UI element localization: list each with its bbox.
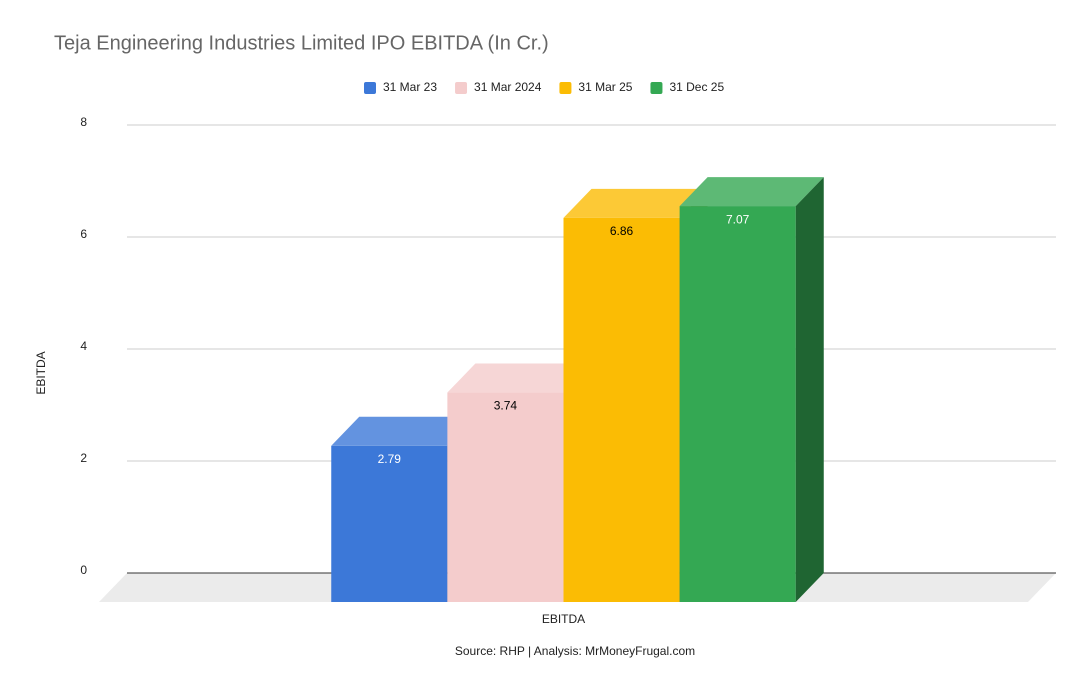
data-label: 6.86 xyxy=(610,224,634,238)
x-tick-label: EBITDA xyxy=(542,612,585,626)
legend-label: 31 Mar 25 xyxy=(578,80,632,94)
bar-top xyxy=(331,416,476,446)
bar-side xyxy=(795,177,824,602)
legend-swatch xyxy=(650,82,663,94)
data-label: 7.07 xyxy=(726,212,750,226)
chart-title: Teja Engineering Industries Limited IPO … xyxy=(54,32,549,54)
bar-top xyxy=(447,363,592,393)
bar-top xyxy=(563,188,708,218)
legend-label: 31 Mar 2024 xyxy=(474,80,542,94)
y-tick-label: 8 xyxy=(80,115,87,129)
y-tick-label: 2 xyxy=(80,451,87,465)
y-tick-label: 0 xyxy=(80,563,87,577)
bar xyxy=(679,206,796,602)
legend-label: 31 Dec 25 xyxy=(669,80,724,94)
y-tick-label: 4 xyxy=(80,339,87,353)
source-note: Source: RHP | Analysis: MrMoneyFrugal.co… xyxy=(455,644,695,658)
data-label: 2.79 xyxy=(378,452,402,466)
data-label: 3.74 xyxy=(494,399,518,413)
bar xyxy=(447,392,564,602)
y-tick-label: 6 xyxy=(80,227,87,241)
legend-swatch xyxy=(364,82,376,94)
y-axis-title: EBITDA xyxy=(34,351,48,394)
legend-swatch xyxy=(455,82,468,94)
bar xyxy=(331,445,448,602)
legend-label: 31 Mar 23 xyxy=(383,80,437,94)
bar-top xyxy=(679,177,824,207)
bar xyxy=(563,217,680,602)
legend-swatch xyxy=(559,82,572,94)
